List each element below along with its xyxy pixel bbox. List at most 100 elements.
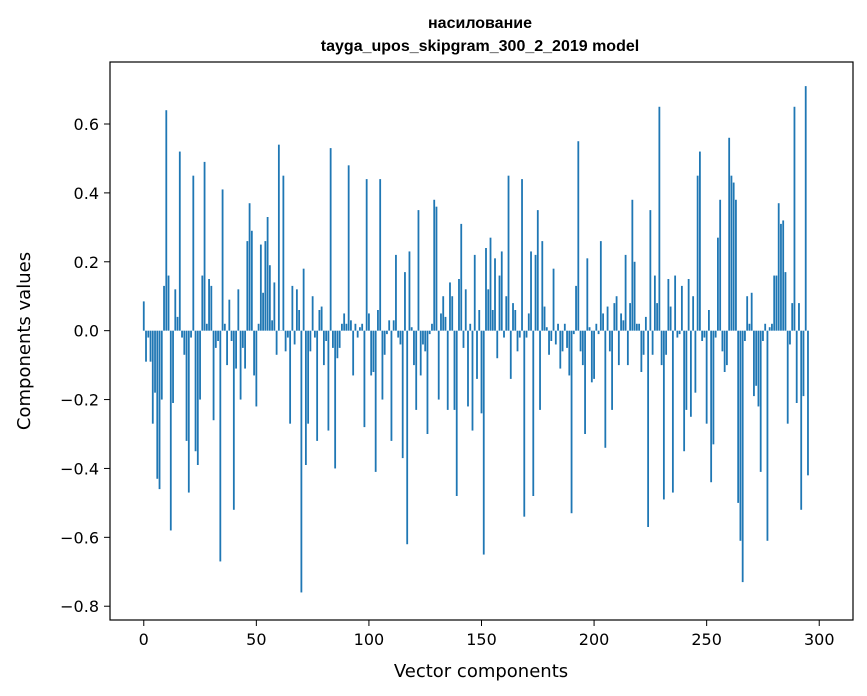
bar-215	[626, 330, 629, 366]
bar-136	[449, 282, 451, 331]
bar-4	[151, 330, 154, 424]
bar-242	[687, 279, 690, 331]
bar-128	[431, 323, 433, 331]
bar-240	[683, 330, 686, 452]
bar-114	[399, 330, 402, 345]
bar-57	[271, 320, 274, 331]
bar-159	[500, 251, 503, 331]
bar-63	[284, 330, 287, 352]
bar-239	[680, 285, 683, 331]
bar-273	[757, 330, 760, 407]
bar-73	[307, 330, 310, 424]
y-tick-label-7: 0.6	[74, 115, 99, 134]
bar-69	[298, 310, 301, 331]
bar-92	[350, 320, 352, 331]
bar-162	[507, 175, 510, 331]
bar-255	[717, 237, 719, 331]
bar-41	[235, 330, 237, 369]
bar-213	[622, 320, 625, 331]
bar-184	[557, 323, 559, 331]
bar-76	[313, 330, 316, 338]
bar-292	[800, 330, 803, 510]
bar-244	[692, 296, 695, 331]
bar-116	[404, 272, 406, 331]
bar-80	[322, 330, 325, 366]
bar-2	[147, 330, 150, 338]
bar-91	[347, 165, 350, 331]
bar-145	[469, 323, 472, 331]
bar-130	[435, 206, 438, 331]
bar-19	[185, 330, 188, 441]
bar-67	[293, 330, 296, 345]
plot-frame	[109, 61, 854, 621]
bar-144	[467, 330, 469, 407]
bar-143	[464, 289, 467, 331]
bar-78	[318, 310, 321, 331]
bar-56	[268, 265, 271, 331]
bar-0	[142, 301, 145, 331]
bar-172	[530, 251, 532, 331]
bar-99	[365, 179, 368, 331]
bar-287	[789, 330, 791, 345]
bar-89	[343, 313, 346, 331]
bar-276	[764, 323, 767, 331]
bar-277	[766, 330, 769, 541]
bar-210	[615, 296, 618, 331]
bar-293	[802, 330, 805, 397]
bar-241	[685, 330, 688, 410]
bar-163	[509, 330, 512, 379]
bar-165	[514, 310, 517, 331]
bar-10	[165, 110, 168, 331]
bar-51	[257, 323, 260, 331]
bar-141	[460, 223, 463, 331]
bar-195	[581, 330, 584, 366]
bar-83	[329, 148, 332, 331]
bar-151	[482, 330, 485, 555]
bar-149	[478, 310, 481, 331]
bar-66	[291, 285, 294, 331]
bar-221	[640, 330, 643, 372]
bar-203	[599, 241, 602, 331]
bar-253	[712, 330, 715, 445]
bar-25	[199, 330, 201, 400]
bar-181	[550, 330, 553, 341]
bar-285	[784, 272, 787, 331]
bar-58	[273, 282, 276, 331]
bar-228	[656, 303, 659, 331]
bar-225	[649, 210, 652, 331]
bar-248	[701, 330, 704, 341]
bar-191	[572, 330, 575, 335]
bar-196	[584, 330, 586, 434]
bar-12	[169, 330, 172, 531]
bar-192	[575, 285, 577, 331]
bar-101	[370, 330, 373, 376]
bar-233	[667, 279, 670, 331]
bar-167	[518, 330, 521, 338]
bar-183	[554, 330, 557, 345]
y-tick-label-3: −0.2	[60, 391, 99, 410]
bar-109	[388, 320, 391, 331]
bar-295	[807, 330, 809, 476]
bar-178	[543, 306, 546, 331]
bar-31	[212, 330, 215, 421]
bar-266	[741, 330, 744, 583]
bar-186	[561, 330, 564, 352]
bar-139	[455, 330, 458, 496]
bar-262	[732, 182, 735, 331]
bar-229	[658, 106, 661, 331]
bar-166	[516, 330, 519, 352]
bar-182	[552, 268, 555, 331]
bar-155	[491, 310, 494, 331]
bar-13	[172, 330, 174, 403]
y-tick-label-5: 0.2	[74, 253, 99, 272]
bar-79	[320, 306, 323, 331]
bar-75	[311, 296, 314, 331]
bar-201	[595, 323, 598, 331]
bar-95	[356, 330, 359, 338]
x-tick-label-0: 0	[139, 630, 149, 649]
bar-263	[735, 199, 737, 331]
x-axis-label: Vector components	[394, 661, 568, 682]
bar-39	[230, 330, 233, 341]
bar-283	[780, 223, 782, 331]
bar-11	[167, 275, 170, 331]
